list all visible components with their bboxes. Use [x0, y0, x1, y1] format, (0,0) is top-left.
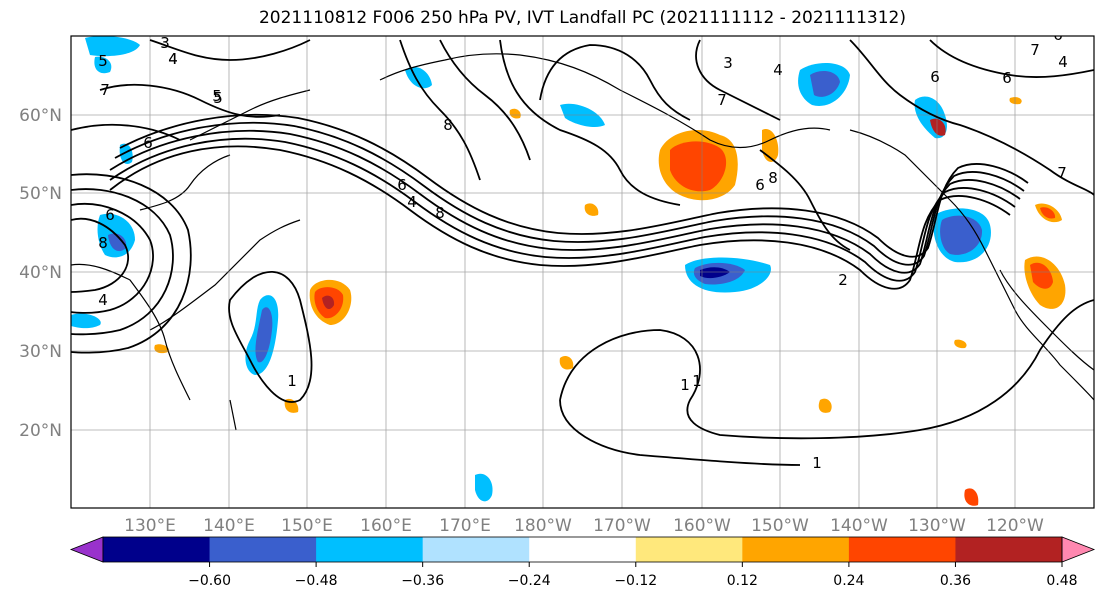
- contour-value-label: 4: [98, 291, 108, 309]
- latitude-label: 30°N: [19, 342, 62, 362]
- contour-value-label: 4: [1058, 53, 1068, 71]
- colorbar-segment: [316, 537, 424, 562]
- colorbar-segment: [209, 537, 317, 562]
- longitude-label: 160°W: [673, 516, 731, 536]
- contour-value-label: 7: [1057, 164, 1067, 182]
- contour-value-label: 7: [1030, 41, 1040, 59]
- contour-value-label: 4: [168, 50, 178, 68]
- longitude-label: 180°W: [514, 516, 572, 536]
- latitude-label: 60°N: [19, 106, 62, 126]
- colorbar-tick-label: −0.60: [188, 573, 231, 589]
- colorbar-tick-label: −0.48: [295, 573, 338, 589]
- longitude-label: 130°W: [908, 516, 966, 536]
- colorbar-tick-label: 0.12: [727, 573, 758, 589]
- longitude-label: 140°E: [203, 516, 255, 536]
- longitude-label: 170°E: [439, 516, 491, 536]
- colorbar-tick-label: 0.24: [833, 573, 864, 589]
- contour-value-label: 1: [680, 376, 690, 394]
- contour-value-label: 1: [812, 454, 822, 472]
- longitude-label: 130°E: [124, 516, 176, 536]
- latitude-label: 20°N: [19, 421, 62, 441]
- map-title: 2021110812 F006 250 hPa PV, IVT Landfall…: [258, 8, 906, 28]
- longitude-label: 140°W: [830, 516, 888, 536]
- contour-value-label: 6: [1002, 69, 1012, 87]
- contour-value-label: 1: [287, 372, 297, 390]
- contour-value-label: 6: [930, 68, 940, 86]
- colorbar-extension-low: [69, 536, 104, 563]
- contour-value-label: 4: [773, 61, 783, 79]
- contour-value-label: 5: [212, 87, 222, 105]
- longitude-label: 120°W: [986, 516, 1044, 536]
- colorbar-segment: [955, 537, 1063, 562]
- colorbar-segment: [422, 537, 530, 562]
- colorbar-segment: [529, 537, 637, 562]
- latitude-label: 40°N: [19, 263, 62, 283]
- positive-anomaly-core: [670, 141, 727, 192]
- contour-value-label: 6: [1053, 26, 1063, 44]
- longitude-label: 160°E: [360, 516, 412, 536]
- longitude-label: 170°W: [593, 516, 651, 536]
- contour-value-label: 7: [717, 91, 727, 109]
- longitude-label: 150°W: [751, 516, 809, 536]
- contour-value-label: 3: [723, 54, 733, 72]
- colorbar-segment: [635, 537, 743, 562]
- contour-value-label: 8: [443, 116, 453, 134]
- colorbar-segment: [848, 537, 956, 562]
- contour-value-label: 4: [168, 50, 178, 68]
- coastlines: [71, 53, 1094, 431]
- colorbar: [69, 536, 1096, 563]
- colorbar-tick-label: −0.36: [401, 573, 444, 589]
- contour-value-label: 3: [160, 34, 170, 52]
- contour-value-label: 6: [755, 176, 765, 194]
- negative-anomaly-region: [85, 36, 140, 57]
- contour-value-label: 4: [407, 193, 417, 211]
- colorbar-tick-label: 0.36: [940, 573, 971, 589]
- map-border: [70, 35, 1095, 509]
- contour-value-label: 6: [397, 176, 407, 194]
- contour-value-label: 5: [98, 52, 108, 70]
- colorbar-segment: [742, 537, 850, 562]
- contour-value-label: 6: [105, 206, 115, 224]
- colorbar-tick-label: −0.12: [614, 573, 657, 589]
- pv-contours: [71, 39, 1094, 466]
- colorbar-segment: [103, 537, 211, 562]
- colorbar-tick-label: −0.24: [508, 573, 551, 589]
- contour-value-label: 5: [213, 89, 223, 107]
- contour-value-label: 1: [692, 372, 702, 390]
- contour-value-label: 6: [143, 134, 153, 152]
- longitude-label: 150°E: [281, 516, 333, 536]
- contour-value-label: 2: [838, 271, 848, 289]
- latitude-label: 50°N: [19, 184, 62, 204]
- shading-layer: [71, 36, 1066, 506]
- contour-value-label: 8: [98, 234, 108, 252]
- contour-value-label: 8: [768, 169, 778, 187]
- contour-value-label: 7: [100, 81, 110, 99]
- contour-value-label: 8: [435, 204, 445, 222]
- colorbar-tick-label: 0.48: [1046, 573, 1077, 589]
- colorbar-extension-high: [1061, 536, 1096, 563]
